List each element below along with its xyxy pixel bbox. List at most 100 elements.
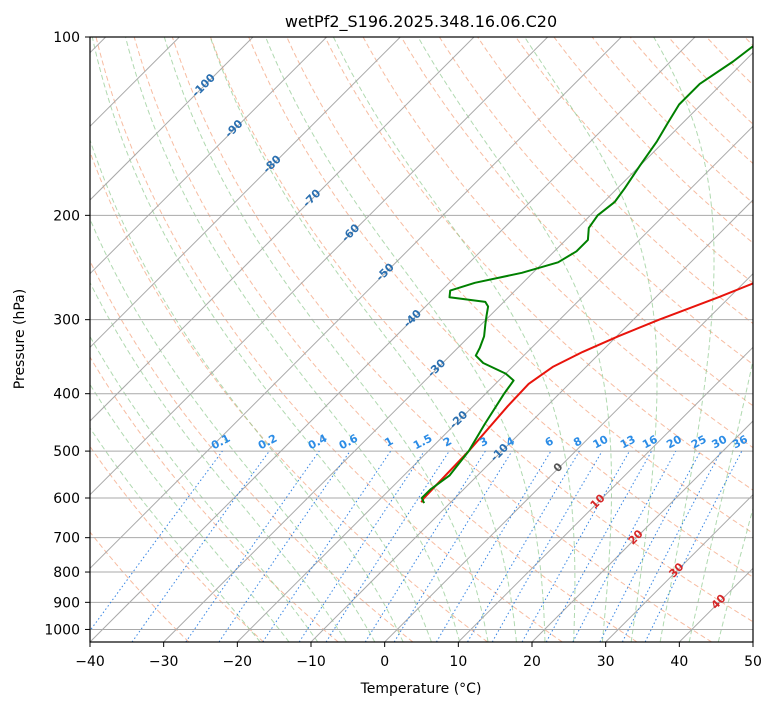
y-tick-label: 1000 bbox=[44, 622, 80, 638]
x-tick-label: −40 bbox=[75, 654, 105, 670]
isotherm-line bbox=[90, 37, 401, 349]
mixing-ratio-line bbox=[262, 450, 392, 642]
mixing-ratio-line bbox=[644, 450, 743, 642]
isotherm-line bbox=[90, 37, 328, 275]
mixing-ratio-label: 8 bbox=[571, 434, 584, 449]
dry-adiabat-line bbox=[90, 356, 339, 642]
x-tick-label: −10 bbox=[296, 654, 326, 670]
isotherm-line bbox=[236, 125, 753, 642]
isotherm-line bbox=[90, 37, 622, 570]
isotherm-line bbox=[90, 37, 475, 422]
dry-adiabat-line bbox=[324, 37, 753, 491]
mixing-ratio-label: 3 bbox=[477, 434, 490, 449]
mixing-ratio-label: 0.4 bbox=[306, 432, 330, 453]
mixing-ratio-label: 16 bbox=[640, 433, 660, 452]
mixing-ratio-label: 30 bbox=[710, 433, 730, 452]
x-tick-label: 10 bbox=[449, 654, 467, 670]
moist-adiabat-line bbox=[524, 37, 658, 642]
x-tick-label: −30 bbox=[149, 654, 179, 670]
dry-adiabat-line bbox=[438, 37, 753, 366]
mixing-ratio-label: 0.1 bbox=[209, 432, 232, 453]
dry-adiabat-line bbox=[667, 37, 753, 125]
dry-adiabat-line bbox=[90, 445, 264, 642]
mixing-ratio-line bbox=[131, 450, 270, 642]
dry-adiabat-line bbox=[90, 259, 414, 642]
sounding-lines bbox=[420, 44, 753, 504]
dry-adiabat-line bbox=[95, 37, 563, 642]
mixing-ratio-line bbox=[599, 450, 701, 642]
y-axis-label: Pressure (hPa) bbox=[12, 289, 28, 389]
isotherm-line bbox=[90, 37, 549, 496]
plot-frame bbox=[89, 36, 754, 643]
mixing-ratio-line bbox=[325, 450, 450, 642]
moist-adiabat-line bbox=[91, 37, 432, 642]
dry-adiabat-line bbox=[477, 37, 753, 325]
moist-adiabat-line bbox=[265, 37, 546, 642]
dry-adiabat-line bbox=[171, 37, 712, 642]
x-tick-label: −20 bbox=[223, 654, 253, 670]
mixing-ratio-line bbox=[621, 450, 722, 642]
mixing-ratio-line bbox=[218, 450, 351, 642]
dry-adiabat-label: -100 bbox=[189, 71, 218, 100]
y-tick-label: 200 bbox=[53, 208, 80, 224]
isotherm-line bbox=[384, 272, 753, 642]
dry-adiabat-label: -20 bbox=[447, 408, 470, 431]
isotherm-line bbox=[90, 37, 696, 642]
isotherm-line bbox=[457, 346, 753, 642]
moist-adiabat-line bbox=[90, 281, 347, 642]
dry-adiabat-label: -50 bbox=[374, 260, 397, 283]
moist-adiabat-line bbox=[90, 427, 261, 642]
x-tick-label: 50 bbox=[744, 654, 762, 670]
dry-adiabat-line bbox=[400, 37, 753, 407]
y-axis: 100 200 300 400 500 600 700 800 900 1000 bbox=[44, 30, 90, 638]
dry-adiabat-line bbox=[90, 531, 190, 642]
dewpoint-profile bbox=[420, 44, 753, 504]
dry-adiabat-line bbox=[248, 37, 753, 578]
dry-adiabat-line bbox=[770, 24, 775, 642]
moist-adiabat-line bbox=[125, 37, 461, 642]
dry-adiabat-label: 40 bbox=[709, 592, 729, 612]
mixing-ratio-label: 10 bbox=[591, 433, 611, 452]
mixing-ratio-line bbox=[545, 450, 653, 642]
isotherm-line bbox=[90, 37, 254, 201]
dry-adiabat-label: 0 bbox=[551, 460, 566, 475]
mixing-ratio-label: 1.5 bbox=[411, 432, 434, 453]
mixing-ratio-line bbox=[298, 450, 425, 642]
x-tick-label: 40 bbox=[670, 654, 688, 670]
plot-area: 0.1 0.2 0.4 0.6 1 1.5 2 3 4 6 8 10 13 16 20 25 30 36 -100… bbox=[89, 24, 775, 643]
mixing-ratio-line bbox=[435, 450, 552, 642]
isotherm-line bbox=[531, 420, 753, 642]
mixing-ratio-line bbox=[521, 450, 630, 642]
isotherm-line bbox=[752, 641, 753, 642]
x-axis-label: Temperature (°C) bbox=[360, 681, 482, 697]
background-lines bbox=[90, 24, 775, 642]
moist-adiabat-line bbox=[90, 138, 404, 642]
moist-adiabat-line bbox=[688, 358, 753, 642]
dry-adiabat-label: -80 bbox=[261, 152, 284, 175]
dry-adiabat-line bbox=[286, 37, 753, 534]
mixing-ratio-label: 1 bbox=[383, 434, 396, 449]
x-tick-label: 30 bbox=[597, 654, 615, 670]
mixing-ratio-label: 2 bbox=[441, 434, 454, 449]
dry-adiabat-label: -40 bbox=[401, 307, 424, 330]
mixing-ratio-label: 36 bbox=[730, 433, 750, 452]
mixing-ratio-label: 20 bbox=[664, 433, 684, 452]
dry-adiabat-label: 20 bbox=[626, 527, 646, 547]
dry-adiabat-label: -70 bbox=[300, 186, 323, 209]
mixing-ratio-line bbox=[90, 450, 223, 632]
y-tick-label: 700 bbox=[53, 531, 80, 547]
moist-adiabat-line bbox=[90, 383, 290, 642]
moist-adiabat-line bbox=[90, 335, 319, 642]
isotherm-line bbox=[605, 493, 753, 642]
moist-adiabat-line bbox=[90, 217, 376, 642]
dry-adiabat-line bbox=[515, 37, 753, 284]
dry-adiabat-line bbox=[705, 37, 753, 86]
y-tick-label: 300 bbox=[53, 313, 80, 329]
mixing-ratio-line bbox=[393, 450, 513, 642]
x-tick-label: 0 bbox=[380, 654, 389, 670]
mixing-ratio-label: 6 bbox=[543, 434, 556, 449]
isotherm-line bbox=[310, 199, 753, 642]
